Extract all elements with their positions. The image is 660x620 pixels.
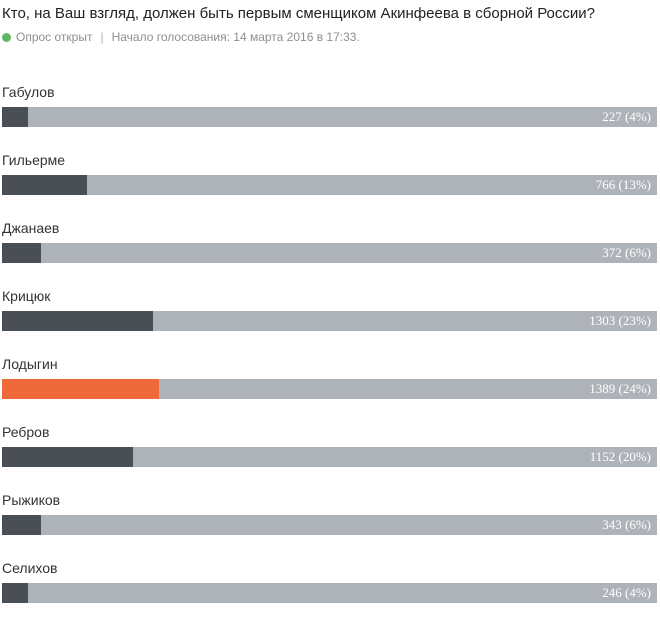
status-dot-icon xyxy=(2,32,11,42)
poll-option[interactable]: Лодыгин 1389 (24%) xyxy=(0,356,660,416)
option-label: Джанаев xyxy=(2,220,60,236)
option-votes: 343 (6%) xyxy=(602,517,651,532)
option-votes: 766 (13%) xyxy=(595,177,651,192)
poll-option[interactable]: Рыжиков 343 (6%) xyxy=(0,492,660,552)
option-bar-fill xyxy=(2,583,29,603)
option-bar-fill xyxy=(2,379,160,399)
poll-option[interactable]: Гильерме 766 (13%) xyxy=(0,152,660,212)
poll-meta: Опрос открыт | Начало голосования: 14 ма… xyxy=(2,30,360,44)
option-votes: 227 (4%) xyxy=(602,109,651,124)
option-votes: 1389 (24%) xyxy=(589,381,651,396)
option-label: Селихов xyxy=(2,560,58,576)
option-bar-fill xyxy=(2,107,29,127)
poll-option[interactable]: Ребров 1152 (20%) xyxy=(0,424,660,484)
option-votes: 246 (4%) xyxy=(602,585,651,600)
option-bar-fill xyxy=(2,175,88,195)
option-bar-fill xyxy=(2,447,133,467)
option-label: Крицюк xyxy=(2,288,51,304)
option-bar[interactable]: 766 (13%) xyxy=(2,175,657,195)
option-votes: 1303 (23%) xyxy=(589,313,651,328)
option-label: Лодыгин xyxy=(2,356,58,372)
option-bar[interactable]: 343 (6%) xyxy=(2,515,657,535)
option-label: Гильерме xyxy=(2,152,66,168)
option-bar-fill xyxy=(2,243,42,263)
option-bar[interactable]: 1389 (24%) xyxy=(2,379,657,399)
option-bar-fill xyxy=(2,311,153,331)
option-bar[interactable]: 227 (4%) xyxy=(2,107,657,127)
meta-separator: | xyxy=(100,30,104,44)
poll-option[interactable]: Крицюк 1303 (23%) xyxy=(0,288,660,348)
poll-start-date: Начало голосования: 14 марта 2016 в 17:3… xyxy=(111,30,360,44)
option-label: Ребров xyxy=(2,424,50,440)
poll-status: Опрос открыт xyxy=(16,30,93,44)
option-label: Рыжиков xyxy=(2,492,61,508)
poll-question: Кто, на Ваш взгляд, должен быть первым с… xyxy=(2,5,595,22)
poll-option[interactable]: Джанаев 372 (6%) xyxy=(0,220,660,280)
poll-option[interactable]: Селихов 246 (4%) xyxy=(0,560,660,620)
option-bar-fill xyxy=(2,515,42,535)
option-bar[interactable]: 1303 (23%) xyxy=(2,311,657,331)
option-bar[interactable]: 1152 (20%) xyxy=(2,447,657,467)
option-votes: 1152 (20%) xyxy=(589,449,651,464)
option-votes: 372 (6%) xyxy=(602,245,651,260)
option-bar[interactable]: 246 (4%) xyxy=(2,583,657,603)
option-bar[interactable]: 372 (6%) xyxy=(2,243,657,263)
poll-option[interactable]: Габулов 227 (4%) xyxy=(0,84,660,144)
option-label: Габулов xyxy=(2,84,55,100)
